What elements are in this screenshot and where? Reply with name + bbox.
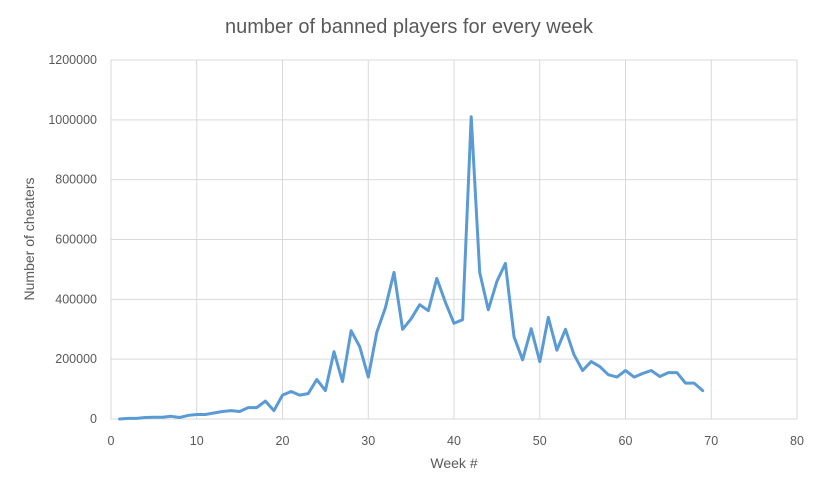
y-tick-label: 200000 bbox=[55, 352, 97, 366]
y-tick-label: 1200000 bbox=[48, 53, 97, 67]
y-tick-label: 400000 bbox=[55, 292, 97, 306]
x-axis-tick-labels: 0 10 20 30 40 50 60 70 80 bbox=[108, 434, 804, 448]
x-tick-label: 0 bbox=[108, 434, 115, 448]
x-tick-label: 30 bbox=[361, 434, 375, 448]
x-tick-label: 60 bbox=[619, 434, 633, 448]
series-layer bbox=[118, 115, 705, 421]
x-axis-title: Week # bbox=[430, 455, 477, 471]
x-tick-label: 80 bbox=[790, 434, 804, 448]
y-axis-title: Number of cheaters bbox=[21, 178, 37, 301]
y-tick-label: 600000 bbox=[55, 233, 97, 247]
plot-area-border bbox=[110, 59, 798, 420]
x-tick-label: 40 bbox=[447, 434, 461, 448]
y-axis-tick-labels: 0 200000 400000 600000 800000 1000000 1200000 bbox=[48, 53, 97, 426]
gridlines bbox=[110, 59, 798, 420]
x-tick-label: 20 bbox=[276, 434, 290, 448]
x-tick-label: 70 bbox=[704, 434, 718, 448]
y-tick-label: 1000000 bbox=[48, 113, 97, 127]
y-tick-label: 800000 bbox=[55, 173, 97, 187]
chart-title: number of banned players for every week bbox=[225, 16, 594, 38]
x-tick-label: 10 bbox=[190, 434, 204, 448]
x-tick-label: 50 bbox=[533, 434, 547, 448]
y-tick-label: 0 bbox=[90, 412, 97, 426]
series-line bbox=[118, 115, 705, 421]
